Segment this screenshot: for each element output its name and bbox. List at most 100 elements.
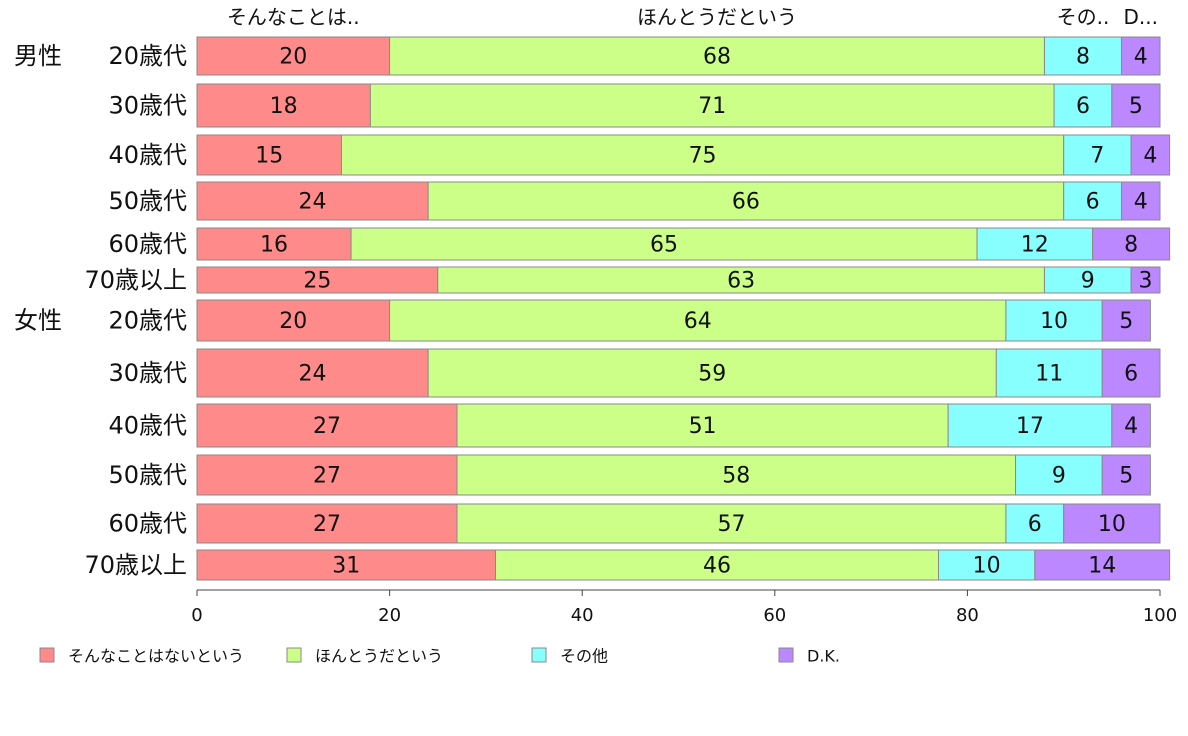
row-label: 60歳代 xyxy=(108,230,187,258)
data-label: 7 xyxy=(1090,144,1104,169)
bar-segment xyxy=(196,454,458,496)
group-label: 女性 xyxy=(14,307,62,335)
legend-label: D.K. xyxy=(807,647,840,666)
bar-segment xyxy=(1043,266,1132,294)
data-label: 25 xyxy=(303,269,331,294)
data-label: 5 xyxy=(1119,464,1133,489)
bar-segment xyxy=(1111,403,1151,448)
row-label: 40歳代 xyxy=(108,412,187,440)
data-label: 8 xyxy=(1124,233,1138,258)
legend: そんなことはないという ほんとうだという その他 D.K. xyxy=(39,647,840,666)
x-tick-label: 80 xyxy=(956,605,979,626)
data-label: 10 xyxy=(1040,309,1068,334)
data-label: 24 xyxy=(299,362,327,387)
data-label: 27 xyxy=(313,512,341,537)
data-label: 57 xyxy=(717,512,745,537)
data-label: 66 xyxy=(732,190,760,215)
column-header-labels: そんなことは.. ほんとうだという その.. D... xyxy=(227,5,1158,29)
bar-segment xyxy=(1005,299,1103,342)
column-header-label: ほんとうだという xyxy=(637,5,797,29)
bar-segment xyxy=(995,348,1103,398)
bar-segment xyxy=(196,83,371,128)
data-label: 20 xyxy=(279,45,307,70)
data-label: 46 xyxy=(703,554,731,579)
bar-segment xyxy=(1015,454,1103,496)
legend-swatch xyxy=(39,647,55,663)
row-label: 30歳代 xyxy=(108,359,187,387)
data-label: 15 xyxy=(255,144,283,169)
data-label: 6 xyxy=(1028,512,1042,537)
bar-segment xyxy=(350,227,978,261)
row-label: 20歳代 xyxy=(108,307,187,335)
data-label: 27 xyxy=(313,464,341,489)
row-label: 50歳代 xyxy=(108,187,187,215)
data-label: 58 xyxy=(722,464,750,489)
bar-segment xyxy=(1101,454,1151,496)
bar-segment xyxy=(456,503,1007,544)
bar-segment xyxy=(369,83,1055,128)
data-label: 11 xyxy=(1035,362,1063,387)
bar-segment xyxy=(1120,181,1161,221)
data-label: 10 xyxy=(1098,512,1126,537)
data-label: 4 xyxy=(1134,45,1148,70)
data-label: 4 xyxy=(1134,190,1148,215)
data-label: 75 xyxy=(689,144,717,169)
data-label: 6 xyxy=(1124,362,1138,387)
bar-segment xyxy=(1043,36,1122,76)
data-label: 5 xyxy=(1119,309,1133,334)
bar-segment xyxy=(1101,299,1151,342)
row-label: 50歳代 xyxy=(108,461,187,489)
bar-segment xyxy=(196,503,458,544)
data-label: 4 xyxy=(1143,144,1157,169)
x-tick-label: 20 xyxy=(378,605,401,626)
bar-segment xyxy=(196,227,352,261)
data-label: 10 xyxy=(973,554,1001,579)
data-label: 16 xyxy=(260,233,288,258)
data-label: 8 xyxy=(1076,45,1090,70)
group-label: 男性 xyxy=(14,42,62,70)
bar-segment xyxy=(1053,83,1113,128)
bar-segment xyxy=(1005,503,1065,544)
x-tick-label: 0 xyxy=(191,605,202,626)
data-label: 18 xyxy=(270,94,298,119)
bar-segment xyxy=(495,549,940,581)
bar-segment xyxy=(427,181,1065,221)
data-label: 27 xyxy=(313,414,341,439)
data-label: 64 xyxy=(684,309,712,334)
bar-segment xyxy=(1111,83,1161,128)
bar-segment xyxy=(947,403,1113,448)
bar-segment xyxy=(1063,503,1161,544)
bar-segment xyxy=(456,403,949,448)
row-label: 60歳代 xyxy=(108,510,187,538)
bars: 20 68 8 418 71 6 515 75 7 424 66 6 416 65 12 825 63 9 320 6… xyxy=(196,36,1171,581)
data-label: 9 xyxy=(1052,464,1066,489)
bar-segment xyxy=(196,36,391,76)
bar-segment xyxy=(1120,36,1161,76)
bar-segment xyxy=(196,134,342,176)
data-label: 20 xyxy=(279,309,307,334)
x-tick-label: 40 xyxy=(571,605,594,626)
legend-label: そんなことはないという xyxy=(68,647,244,666)
bar-segment xyxy=(437,266,1045,294)
bar-segment xyxy=(976,227,1094,261)
bar-segment xyxy=(1130,134,1171,176)
bar-segment xyxy=(196,181,429,221)
bar-segment xyxy=(196,348,429,398)
x-tick-label: 100 xyxy=(1143,605,1177,626)
legend-swatch xyxy=(286,647,302,663)
row-label: 70歳以上 xyxy=(84,266,187,294)
bar-segment xyxy=(196,266,439,294)
bar-segment xyxy=(340,134,1065,176)
data-label: 71 xyxy=(698,94,726,119)
data-label: 5 xyxy=(1129,94,1143,119)
data-label: 24 xyxy=(299,190,327,215)
row-label: 20歳代 xyxy=(108,42,187,70)
column-header-label: その.. xyxy=(1057,5,1110,29)
row-label: 70歳以上 xyxy=(84,551,187,579)
row-label: 40歳代 xyxy=(108,141,187,169)
data-label: 17 xyxy=(1016,414,1044,439)
bar-segment xyxy=(1130,266,1161,294)
data-label: 63 xyxy=(727,269,755,294)
data-label: 3 xyxy=(1139,269,1153,294)
